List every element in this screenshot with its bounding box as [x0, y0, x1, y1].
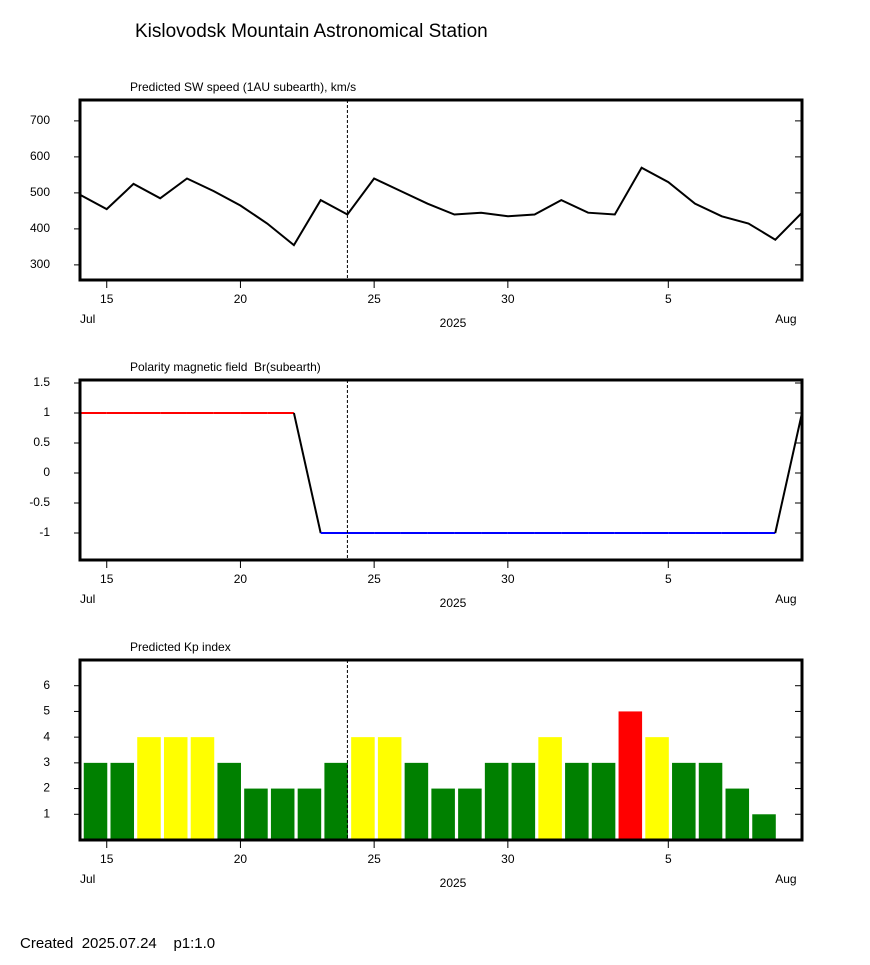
line-segment	[292, 412, 322, 534]
bar	[458, 788, 482, 840]
month-label: Aug	[775, 312, 796, 326]
bar	[324, 762, 348, 840]
bar	[618, 711, 643, 840]
bar	[351, 737, 375, 840]
bar	[163, 737, 188, 840]
plot-frame	[78, 378, 804, 562]
y-tick-label: -1	[39, 525, 50, 539]
bar	[752, 814, 776, 840]
x-tick-label: 15	[100, 292, 114, 306]
bar	[217, 762, 241, 840]
x-axis-label: 2025	[440, 316, 467, 330]
month-label: Jul	[80, 312, 95, 326]
x-tick-label: 25	[367, 572, 381, 586]
x-tick-label: 20	[234, 852, 248, 866]
y-tick-label: 600	[30, 149, 50, 163]
x-tick-label: 20	[234, 572, 248, 586]
footer: Created 2025.07.24 p1:1.0	[20, 935, 215, 952]
y-tick-label: 2	[43, 781, 50, 795]
x-tick-label: 30	[501, 852, 515, 866]
bar	[297, 788, 322, 840]
y-tick-label: 1	[43, 405, 50, 419]
bar	[83, 762, 108, 840]
plot-title: Predicted Kp index	[130, 640, 231, 654]
y-tick-label: 500	[30, 185, 50, 199]
y-tick-label: 700	[30, 113, 50, 127]
line-segment	[774, 412, 803, 534]
plot-frame	[78, 658, 804, 842]
x-tick-label: 25	[367, 292, 381, 306]
line	[79, 166, 803, 247]
plot-title: Predicted SW speed (1AU subearth), km/s	[130, 80, 356, 94]
bar	[377, 737, 402, 840]
y-tick-label: 1.5	[33, 375, 50, 389]
bar	[725, 788, 750, 840]
month-label: Aug	[775, 592, 796, 606]
bar	[270, 788, 295, 840]
plot-title: Polarity magnetic field Br(subearth)	[130, 360, 321, 374]
x-tick-label: 30	[501, 292, 515, 306]
bar	[698, 762, 723, 840]
month-label: Aug	[775, 872, 796, 886]
y-tick-label: -0.5	[29, 495, 50, 509]
bar	[244, 788, 268, 840]
y-tick-label: 0.5	[33, 435, 50, 449]
y-tick-label: 4	[43, 729, 50, 743]
y-tick-label: 5	[43, 704, 50, 718]
x-tick-label: 5	[665, 852, 672, 866]
x-axis-label: 2025	[440, 876, 467, 890]
x-tick-label: 20	[234, 292, 248, 306]
bar	[404, 762, 429, 840]
bar	[565, 762, 589, 840]
y-tick-label: 300	[30, 257, 50, 271]
y-tick-label: 3	[43, 755, 50, 769]
x-tick-label: 25	[367, 852, 381, 866]
bar	[645, 737, 669, 840]
month-label: Jul	[80, 872, 95, 886]
bar	[137, 737, 161, 840]
x-tick-label: 15	[100, 852, 114, 866]
x-tick-label: 5	[665, 572, 672, 586]
x-axis-label: 2025	[440, 596, 467, 610]
bar	[511, 762, 536, 840]
month-label: Jul	[80, 592, 95, 606]
x-tick-label: 15	[100, 572, 114, 586]
y-tick-label: 400	[30, 221, 50, 235]
bar	[484, 762, 509, 840]
bar	[110, 762, 135, 840]
bar	[190, 737, 215, 840]
y-tick-label: 1	[43, 806, 50, 820]
page-title: Kislovodsk Mountain Astronomical Station	[135, 21, 488, 42]
x-tick-label: 30	[501, 572, 515, 586]
y-tick-label: 0	[43, 465, 50, 479]
bar	[431, 788, 455, 840]
x-tick-label: 5	[665, 292, 672, 306]
plot-frame	[78, 98, 804, 282]
bar	[538, 737, 562, 840]
y-tick-label: 6	[43, 678, 50, 692]
bar	[672, 762, 696, 840]
bar	[591, 762, 616, 840]
